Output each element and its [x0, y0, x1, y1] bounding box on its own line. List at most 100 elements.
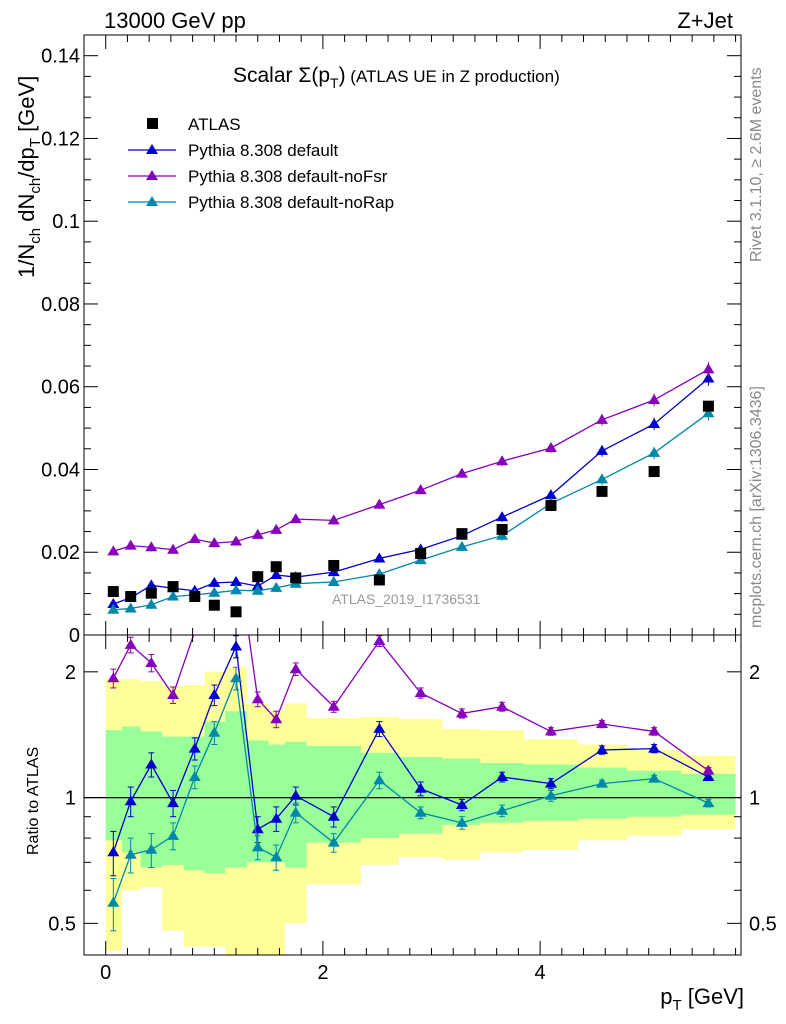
title-suffix: (ATLAS UE in Z production) [346, 67, 560, 86]
atlas-data-point [189, 591, 201, 603]
atlas-data-point [328, 559, 340, 571]
ratio-point-marker [145, 843, 158, 854]
legend: ATLAS Pythia 8.308 default Pythia 8.308 … [128, 115, 394, 212]
data-point-marker [270, 569, 283, 579]
ratio-y-tick-label: 1 [65, 788, 76, 810]
ratio-y-tick-label: 0.5 [48, 913, 76, 935]
atlas-data-point [456, 528, 468, 540]
atlas-data-point [415, 547, 427, 559]
ratio-point-marker [414, 686, 427, 697]
atlas-data-point [270, 561, 282, 573]
data-point-marker [208, 537, 221, 548]
data-point-marker [188, 533, 201, 543]
atlas-data-point [702, 400, 714, 412]
data-point-marker [373, 552, 386, 563]
ratio-point-marker [702, 771, 715, 782]
x-tick-label: 0 [100, 962, 111, 984]
main-series-layer [107, 361, 715, 618]
ratio-point-marker [373, 774, 386, 785]
ratio-series-pythia-8-308-default [107, 635, 715, 877]
ratio-point-marker [124, 795, 137, 806]
ratio-point-marker [208, 726, 221, 737]
x-tick-label: 2 [317, 962, 328, 984]
ratio-point-marker [251, 693, 264, 704]
ratio-point-marker [496, 771, 509, 782]
atlas-data-point [208, 599, 220, 611]
inner-uncertainty-band [442, 758, 481, 825]
data-point-marker [544, 441, 557, 452]
data-point-marker [251, 584, 264, 595]
atlas-data-point [230, 606, 242, 618]
atlas-data-point [545, 499, 557, 511]
ratio-point-marker [595, 777, 608, 788]
data-point-marker [702, 363, 715, 374]
legend-label-nofsr: Pythia 8.308 default-noFsr [188, 167, 388, 186]
ratio-point-marker [167, 829, 180, 840]
data-point-marker [373, 498, 386, 509]
data-point-marker [414, 554, 427, 565]
ratio-y-axis-label: Ratio to ATLAS [25, 747, 42, 855]
atlas-data-point [648, 466, 660, 478]
data-point-marker [702, 407, 715, 418]
atlas-data-point [107, 586, 119, 598]
ratio-point-marker [496, 700, 509, 711]
ratio-point-marker [455, 799, 468, 810]
ratio-point-marker [648, 725, 661, 736]
atlas-data-point [596, 485, 608, 497]
data-point-marker [208, 576, 221, 587]
data-point-marker [230, 535, 243, 546]
main-y-tick-label: 0 [69, 625, 80, 647]
ratio-point-marker [414, 806, 427, 817]
legend-marker-default [146, 144, 158, 154]
data-point-marker [289, 513, 302, 524]
data-point-marker [702, 372, 715, 383]
header-left: 13000 GeV pp [104, 8, 246, 33]
ratio-point-marker [544, 725, 557, 736]
data-point-marker [145, 541, 158, 552]
ratio-point-marker [124, 848, 137, 859]
ratio-point-marker [544, 789, 557, 800]
main-y-tick-label: 0.02 [41, 542, 80, 564]
inner-uncertainty-band [183, 736, 205, 871]
data-point-marker [124, 602, 137, 613]
ratio-point-marker [251, 841, 264, 852]
data-point-marker [455, 467, 468, 478]
ratio-point-marker [702, 764, 715, 775]
data-point-marker [145, 579, 158, 590]
legend-label-default: Pythia 8.308 default [188, 141, 339, 160]
main-y-axis-label: 1/Nch dNch/dpT [GeV] [14, 76, 44, 278]
ratio-point-marker [648, 742, 661, 753]
ratio-panel: 0.5 0.5 1 1 2 2 0 2 4 Ratio to ATLAS pT [GeV] [25, 634, 777, 1014]
atlas-data-point [496, 523, 508, 535]
legend-label-norap: Pythia 8.308 default-noRap [188, 193, 394, 212]
ratio-point-marker [270, 851, 283, 862]
ratio-point-marker [230, 640, 243, 651]
main-panel-frame [84, 35, 741, 635]
inner-uncertainty-band [140, 731, 163, 868]
data-point-marker [327, 514, 340, 525]
data-point-marker [496, 511, 509, 522]
ratio-series-layer [107, 635, 715, 932]
ratio-series-pythia-8-308-default-norap [107, 666, 715, 932]
data-point-marker [107, 545, 120, 556]
data-point-marker [648, 393, 661, 404]
ratio-y-tick-label-right: 2 [749, 662, 760, 684]
rivet-version-label: Rivet 3.1.10, ≥ 2.6M events [748, 67, 765, 262]
ratio-point-marker [702, 797, 715, 808]
main-series-pythia-8-308-default-nofsr [107, 361, 715, 556]
ratio-point-marker [167, 689, 180, 700]
inner-uncertainty-band [246, 740, 269, 863]
data-point-marker [167, 590, 180, 601]
ratio-point-marker [289, 663, 302, 674]
data-point-marker [455, 540, 468, 551]
title-close: ) [339, 64, 346, 87]
main-y-tick-label: 0.08 [41, 294, 80, 316]
main-panel: Scalar Σ(pT) (ATLAS UE in Z production) … [14, 34, 742, 647]
legend-marker-norap [146, 196, 158, 206]
data-point-marker [327, 566, 340, 577]
main-axis-ticks: 0 0.02 0.04 0.06 0.08 0.1 0.12 0.14 [41, 34, 741, 647]
data-point-marker [167, 543, 180, 554]
ratio-point-marker [107, 896, 120, 907]
data-point-marker [648, 446, 661, 457]
data-point-marker [327, 576, 340, 587]
